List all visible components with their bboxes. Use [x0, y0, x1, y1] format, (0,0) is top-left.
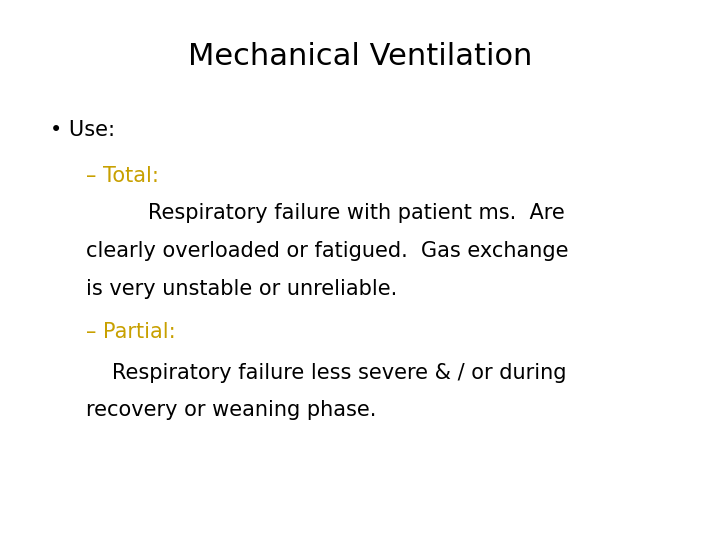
- Text: – Total:: – Total:: [86, 165, 159, 186]
- Text: is very unstable or unreliable.: is very unstable or unreliable.: [86, 279, 397, 299]
- Text: Respiratory failure less severe & / or during: Respiratory failure less severe & / or d…: [112, 362, 566, 383]
- Text: Mechanical Ventilation: Mechanical Ventilation: [188, 42, 532, 71]
- Text: Respiratory failure with patient ms.  Are: Respiratory failure with patient ms. Are: [148, 203, 564, 224]
- Text: recovery or weaning phase.: recovery or weaning phase.: [86, 400, 377, 421]
- Text: • Use:: • Use:: [50, 119, 115, 140]
- Text: clearly overloaded or fatigued.  Gas exchange: clearly overloaded or fatigued. Gas exch…: [86, 241, 569, 261]
- Text: – Partial:: – Partial:: [86, 322, 176, 342]
